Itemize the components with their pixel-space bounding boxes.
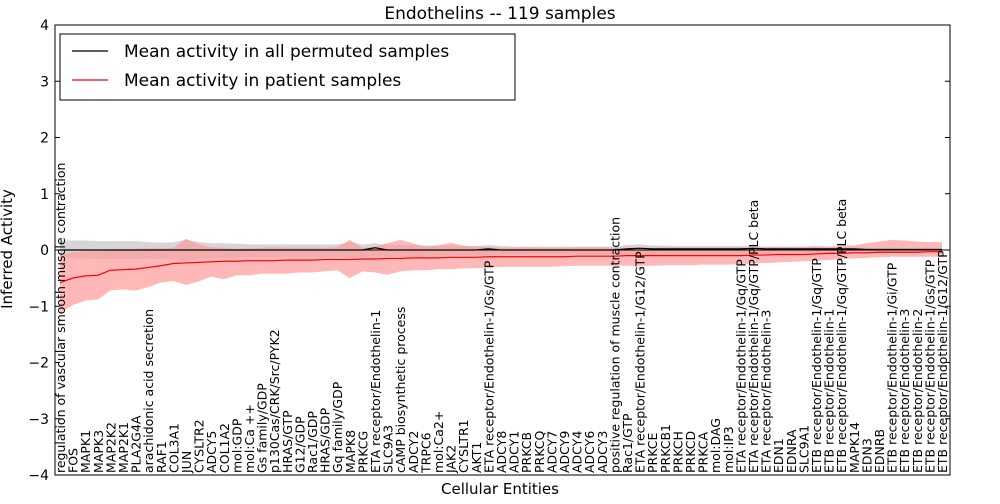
category-label: PRKCB <box>519 432 534 473</box>
category-label: cAMP biosynthetic process <box>393 307 408 473</box>
category-label: FOS <box>66 448 81 473</box>
category-label: ETA receptor/Endothelin-3 <box>759 310 774 473</box>
y-tick-label: 2 <box>40 131 49 147</box>
category-label: ETB receptor/Endothelin-1/Gq/GTP <box>809 258 824 473</box>
category-label: MAP2K2 <box>103 422 118 473</box>
y-tick-label: −4 <box>28 468 49 484</box>
category-label: arachidonic acid secretion <box>141 309 156 473</box>
legend-label-permuted: Mean activity in all permuted samples <box>124 42 449 62</box>
category-label: RAF1 <box>154 441 169 473</box>
y-axis-label: Inferred Activity <box>0 189 16 309</box>
category-label: PRKCA <box>696 432 711 473</box>
category-label: MAPK3 <box>91 430 106 473</box>
category-label: ETB receptor/Endothelin-1 <box>822 309 837 473</box>
category-label: mol:Ca ++ <box>242 404 257 473</box>
category-label: ETB receptor/Endothelin-3 <box>897 309 912 473</box>
category-label: EDN1 <box>771 438 786 473</box>
category-label: ADCY2 <box>406 431 421 473</box>
category-label: ETA receptor/Endothelin-1/Gq/GTP/PLC bet… <box>746 200 761 473</box>
category-label: HRAS/GTP <box>280 410 295 473</box>
category-label: PRKCB1 <box>658 424 673 473</box>
legend: Mean activity in all permuted samples Me… <box>59 33 516 101</box>
y-tick-label: 1 <box>40 187 49 203</box>
y-tick-label: −1 <box>28 299 49 315</box>
y-tick-label: −2 <box>28 356 49 372</box>
category-label: SLC9A3 <box>381 425 396 473</box>
category-label: MAPK1 <box>78 430 93 473</box>
band-patient <box>60 238 942 313</box>
legend-label-patient: Mean activity in patient samples <box>124 71 401 91</box>
category-label: AKT1 <box>469 442 484 473</box>
category-label: COL1A2 <box>217 423 232 473</box>
category-label: ETA receptor/Endothelin-1/G12/GTP <box>633 251 648 473</box>
y-tick-label: 4 <box>40 18 49 34</box>
category-label: ETB receptor/Endothelin-1/Gq/GTP/PLC bet… <box>834 199 849 473</box>
category-labels-layer: regulation of vascular smooth muscle con… <box>53 163 950 474</box>
category-label: SLC9A1 <box>796 425 811 473</box>
category-label: ETA receptor/Endothelin-1 <box>368 310 383 473</box>
category-label: PRKCD <box>683 431 698 473</box>
category-label: PRKCG <box>355 431 370 473</box>
category-label: PRKCE <box>645 433 660 473</box>
category-label: TRPC6 <box>418 432 433 474</box>
category-label: regulation of vascular smooth muscle con… <box>53 163 68 473</box>
category-label: EDNRB <box>872 429 887 473</box>
category-label: CYSLTR1 <box>456 419 471 473</box>
category-label: positive regulation of muscle contractio… <box>607 217 622 473</box>
category-label: CYSLTR2 <box>192 419 207 473</box>
category-label: HRAS/GDP <box>318 407 333 473</box>
category-label: PRKCH <box>670 431 685 473</box>
category-label: G12/GDP <box>292 416 307 473</box>
category-label: ETB receptor/Endothelin-1/G12/GTP <box>935 250 950 473</box>
category-label: ADCY1 <box>507 431 522 473</box>
category-label: ETA receptor/Endothelin-1/Gq/GTP <box>733 259 748 473</box>
category-label: MAPK8 <box>343 430 358 473</box>
category-label: PLA2G4A <box>129 415 144 473</box>
category-label: ETA receptor/Endothelin-1/Gs/GTP <box>481 260 496 473</box>
category-label: Gq family/GDP <box>330 381 345 473</box>
plot-frame <box>54 24 951 476</box>
category-label: ADCY5 <box>204 431 219 473</box>
chart-title: Endothelins -- 119 samples <box>384 4 615 24</box>
category-label: p130Cas/CRK/Src/PYK2 <box>267 329 282 473</box>
y-tick-label: −3 <box>28 412 49 428</box>
category-label: mol:IP3 <box>721 426 736 473</box>
category-label: ADCY4 <box>570 431 585 473</box>
category-label: ADCY7 <box>544 431 559 473</box>
series-line-permuted <box>60 247 942 251</box>
category-label: EDN3 <box>859 438 874 473</box>
category-label: mol:DAG <box>708 418 723 473</box>
category-label: COL3A1 <box>166 423 181 473</box>
category-label: MAPK14 <box>847 422 862 473</box>
series-line-patient <box>59 251 942 284</box>
category-label: MAP2K1 <box>116 422 131 473</box>
category-label: Rac1/GTP <box>620 413 635 473</box>
lines-layer <box>55 247 950 284</box>
category-label: EDNRA <box>784 429 799 473</box>
y-tick-label: 3 <box>40 74 49 90</box>
x-axis-label: Cellular Entities <box>441 480 559 498</box>
category-label: PRKCQ <box>532 431 547 473</box>
category-label: ADCY8 <box>494 431 509 473</box>
category-label: ADCY3 <box>595 431 610 473</box>
category-label: Gs family/GDP <box>255 383 270 473</box>
category-label: Rac1/GDP <box>305 411 320 473</box>
category-label: ETB receptor/Endothelin-1/Gi/GTP <box>885 262 900 473</box>
category-label: ETB receptor/Endothelin-1/Gs/GTP <box>922 259 937 473</box>
y-tick-label: 0 <box>40 243 49 259</box>
category-label: JAK2 <box>444 445 459 474</box>
category-label: ADCY6 <box>582 431 597 473</box>
category-label: ETB receptor/Endothelin-2 <box>910 309 925 473</box>
legend-box <box>59 33 516 101</box>
category-label: mol:GDP <box>229 418 244 473</box>
category-label: JUN <box>179 451 194 474</box>
category-label: ADCY9 <box>557 431 572 473</box>
category-label: mol:Ca2+ <box>431 411 446 473</box>
